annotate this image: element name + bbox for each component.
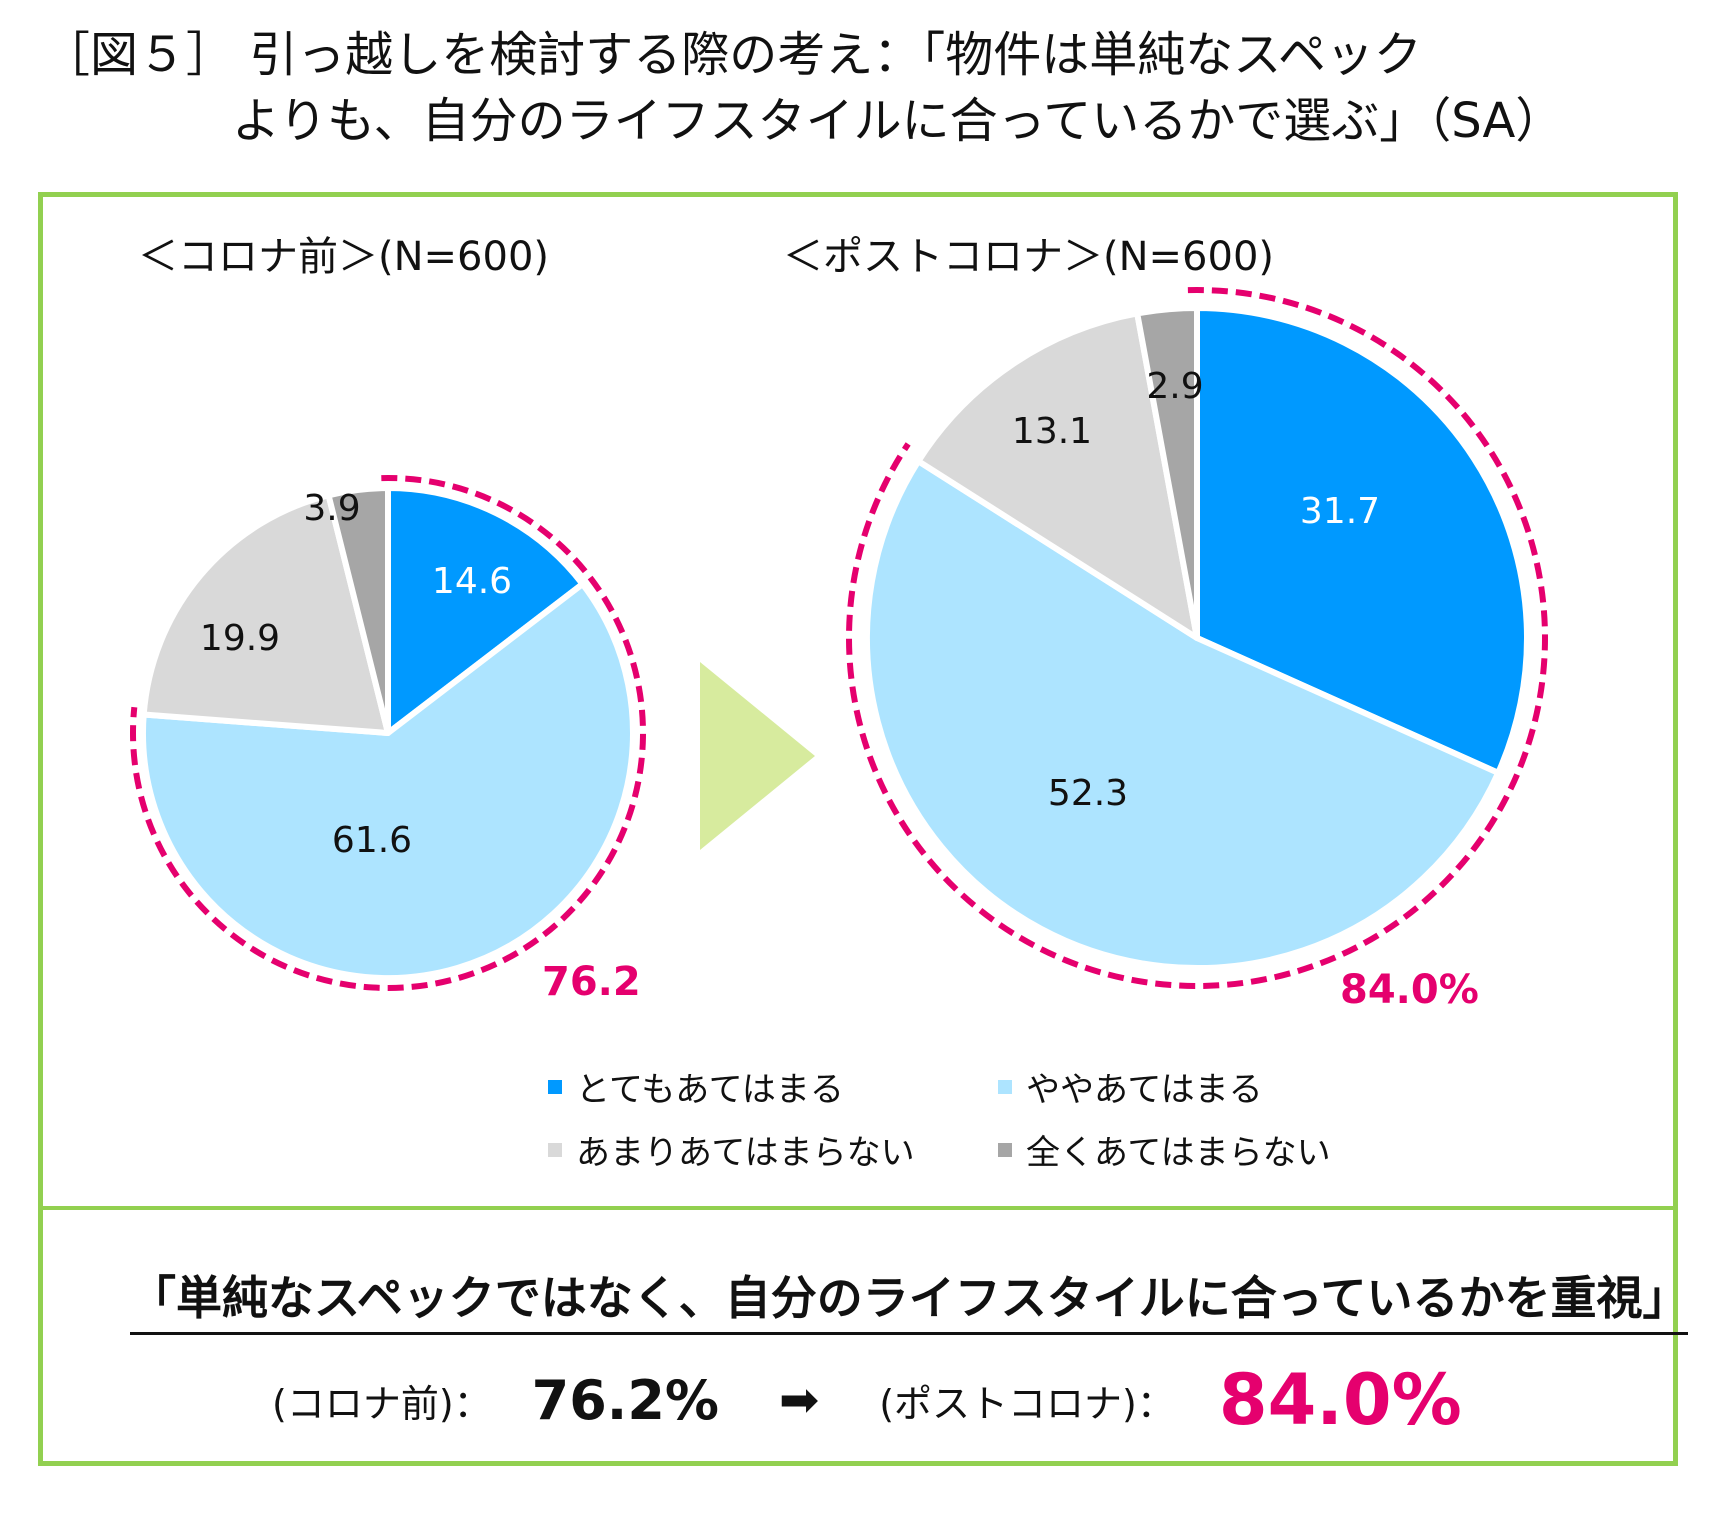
pie-before: 14.6 61.6 19.9 3.9 [130, 475, 646, 991]
pie-after-total: 84.0% [1340, 967, 1479, 1013]
figure-title: ［図５］ 引っ越しを検討する際の考え：「物件は単純なスペック よりも、自分のライ… [42, 22, 1563, 154]
summary-comparison: (コロナ前)： 76.2% ➡ (ポストコロナ)： 84.0% [272, 1359, 1462, 1441]
pie-value-label-not-much: 13.1 [1012, 411, 1092, 452]
pie-value-label-somewhat: 61.6 [332, 820, 412, 861]
pie-value-label-very: 14.6 [432, 561, 512, 602]
legend-item: ややあてはまる [998, 1062, 1348, 1111]
before-label: (コロナ前)： [272, 1381, 492, 1426]
after-value: 84.0% [1218, 1359, 1462, 1441]
pie-slice-not-much [915, 310, 1200, 641]
pie-value-label-somewhat: 52.3 [1048, 773, 1128, 814]
transition-arrow [700, 662, 815, 850]
legend-swatch-very [548, 1079, 562, 1094]
pie-slice-not-at-all [1134, 305, 1200, 641]
frame-divider [38, 1206, 1678, 1210]
legend-swatch-not-much [548, 1142, 562, 1157]
highlight-dashed-arc [846, 287, 1548, 989]
pie-before-total: 76.2 [542, 959, 641, 1005]
pie-slice-very [385, 485, 586, 736]
chart-frame [38, 192, 1678, 1466]
legend-label: ややあてはまる [1026, 1070, 1263, 1110]
pie-value-label-very: 31.7 [1300, 491, 1380, 532]
legend-swatch-not-at-all [998, 1142, 1012, 1157]
pie-slice-somewhat [140, 581, 636, 981]
pie-title-after: ＜ポストコロナ＞(N=600) [783, 234, 1274, 280]
legend: とてもあてはまる ややあてはまる あまりあてはまらない 全くあてはまらない [548, 1062, 1348, 1174]
pie-title-before: ＜コロナ前＞(N=600) [138, 234, 549, 280]
figure-title-line2: よりも、自分のライフスタイルに合っているかで選ぶ」（SA） [232, 93, 1564, 149]
pie-after: 31.7 52.3 13.1 2.9 [846, 287, 1548, 989]
legend-item: 全くあてはまらない [998, 1125, 1348, 1174]
legend-item: とてもあてはまる [548, 1062, 998, 1111]
legend-item: あまりあてはまらない [548, 1125, 998, 1174]
after-label: (ポストコロナ)： [879, 1381, 1175, 1426]
right-arrow-icon: ➡ [779, 1372, 820, 1428]
summary-headline: 「単純なスペックではなく、自分のライフスタイルに合っているかを重視」 [130, 1262, 1689, 1335]
legend-swatch-somewhat [998, 1079, 1012, 1094]
pie-slice-very [1194, 305, 1530, 776]
legend-label: あまりあてはまらない [576, 1133, 915, 1173]
before-value: 76.2% [531, 1368, 719, 1432]
legend-label: 全くあてはまらない [1026, 1133, 1331, 1173]
legend-label: とてもあてはまる [576, 1070, 844, 1110]
highlight-dashed-arc [130, 475, 646, 991]
pie-slice-not-much [140, 492, 391, 736]
pie-value-label-not-much: 19.9 [200, 618, 280, 659]
pie-value-label-not-at-all: 2.9 [1146, 366, 1203, 407]
figure-title-line1: ［図５］ 引っ越しを検討する際の考え：「物件は単純なスペック [42, 27, 1422, 83]
pie-slice-not-at-all [325, 485, 391, 736]
pie-slice-somewhat [864, 458, 1502, 971]
pie-value-label-not-at-all: 3.9 [303, 488, 360, 529]
